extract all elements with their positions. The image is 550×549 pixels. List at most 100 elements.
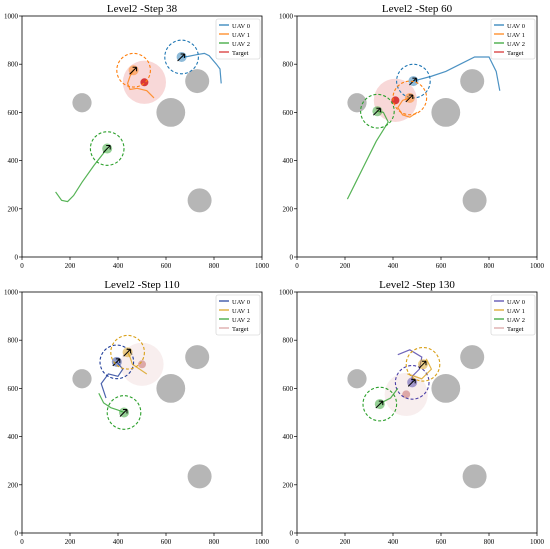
- subplot-3: Level2 -Step 130 0 200 400 600 800 1000 0 200 400…: [279, 279, 545, 546]
- uav-sensor-range: [99, 344, 135, 380]
- legend-label: Target: [232, 50, 249, 57]
- uav-sensor-range: [394, 365, 430, 400]
- y-tick-label: 600: [283, 385, 294, 393]
- y-tick-label: 400: [8, 157, 19, 165]
- obstacle-circle: [72, 369, 92, 389]
- uav-arrow-icon: [177, 53, 186, 62]
- plot-frame: [296, 291, 538, 534]
- legend-label: UAV 0: [232, 23, 250, 30]
- uav-sensor-range: [106, 395, 142, 430]
- y-tick-label: 400: [8, 433, 19, 441]
- legend-box: [215, 294, 261, 336]
- uav-arrow-icon: [119, 409, 128, 417]
- uav-sensor-range: [360, 93, 395, 129]
- y-tick-label: 800: [8, 61, 19, 69]
- y-tick-label: 1000: [4, 13, 19, 21]
- obstacle-circle: [156, 374, 186, 403]
- y-tick-label: 0: [290, 254, 294, 262]
- obstacle-circle: [431, 98, 461, 127]
- x-tick-label: 400: [388, 262, 399, 270]
- x-tick-label: 0: [20, 262, 24, 270]
- legend-box: [490, 294, 536, 336]
- x-tick-label: 1000: [530, 262, 545, 270]
- subplot-2: Level2 -Step 110 0 200 400 600 800 1000 0 200 400…: [4, 279, 270, 546]
- uav-arrow-icon: [407, 378, 416, 387]
- legend-label: UAV 2: [507, 317, 525, 324]
- uav-arrow-icon: [375, 400, 384, 409]
- uav-arrow-icon: [123, 348, 132, 357]
- obstacle-circle: [347, 93, 367, 113]
- obstacle-circle: [460, 345, 485, 370]
- x-tick-label: 1000: [530, 538, 545, 546]
- y-tick-label: 800: [283, 61, 294, 69]
- legend-label: UAV 0: [232, 299, 250, 306]
- obstacle-circle: [462, 464, 487, 489]
- legend-label: UAV 2: [507, 41, 525, 48]
- uav-arrow-icon: [102, 145, 111, 153]
- obstacle-circle: [347, 369, 367, 389]
- x-tick-label: 200: [340, 538, 351, 546]
- legend-label: UAV 1: [232, 308, 250, 315]
- y-tick-label: 600: [8, 109, 19, 117]
- legend-label: UAV 2: [232, 41, 250, 48]
- legend-box: [490, 18, 536, 60]
- y-tick-label: 600: [8, 385, 19, 393]
- y-tick-label: 200: [283, 481, 294, 489]
- y-tick-label: 1000: [4, 289, 19, 297]
- x-tick-label: 400: [113, 538, 124, 546]
- y-tick-label: 800: [283, 337, 294, 345]
- uav-path: [100, 361, 124, 399]
- subplot-title: Level2 -Step 130: [379, 279, 455, 291]
- y-tick-label: 200: [8, 481, 19, 489]
- obstacle-circle: [72, 93, 92, 113]
- legend-label: UAV 1: [507, 32, 525, 39]
- target-marker: [138, 360, 146, 369]
- y-tick-label: 800: [8, 337, 19, 345]
- x-tick-label: 0: [20, 538, 24, 546]
- y-tick-label: 0: [15, 254, 19, 262]
- target-marker: [402, 390, 411, 399]
- uav-arrow-icon: [405, 94, 414, 103]
- x-tick-label: 0: [295, 538, 299, 546]
- uav-path: [346, 110, 389, 200]
- x-tick-label: 800: [484, 262, 495, 270]
- obstacle-circle: [187, 464, 212, 489]
- x-tick-label: 800: [209, 262, 220, 270]
- x-tick-label: 200: [65, 538, 76, 546]
- uav-arrow-icon: [129, 66, 138, 75]
- legend-label: UAV 1: [507, 308, 525, 315]
- obstacle-circle: [185, 69, 210, 94]
- uav-arrow-icon: [418, 360, 427, 369]
- x-tick-label: 200: [65, 262, 76, 270]
- legend-label: Target: [507, 50, 524, 57]
- plot-frame: [296, 15, 538, 258]
- subplot-0: Level2 -Step 38 0 200 400 600 800 1000 0 200 400 6…: [4, 3, 270, 270]
- uav-sensor-range: [89, 131, 125, 166]
- y-tick-label: 0: [290, 530, 294, 538]
- uav-path: [413, 56, 501, 91]
- legend-label: UAV 0: [507, 23, 525, 30]
- y-tick-label: 400: [283, 433, 294, 441]
- x-tick-label: 800: [484, 538, 495, 546]
- x-tick-label: 0: [295, 262, 299, 270]
- x-tick-label: 400: [388, 538, 399, 546]
- uav-arrow-icon: [112, 358, 121, 367]
- uav-sensor-range: [110, 334, 145, 370]
- legend-label: UAV 0: [507, 299, 525, 306]
- subplot-title: Level2 -Step 110: [104, 279, 180, 291]
- legend-label: UAV 2: [232, 317, 250, 324]
- legend-label: Target: [232, 326, 249, 333]
- obstacle-circle: [185, 345, 210, 370]
- obstacle-circle: [431, 374, 461, 403]
- y-tick-label: 600: [283, 109, 294, 117]
- y-tick-label: 200: [8, 205, 19, 213]
- y-tick-label: 1000: [279, 289, 294, 297]
- x-tick-label: 1000: [255, 538, 270, 546]
- subplot-title: Level2 -Step 60: [382, 3, 453, 15]
- uav-path: [181, 52, 222, 84]
- x-tick-label: 200: [340, 262, 351, 270]
- y-tick-label: 200: [283, 205, 294, 213]
- uav-sensor-range: [362, 386, 398, 422]
- uav-arrow-icon: [373, 107, 381, 116]
